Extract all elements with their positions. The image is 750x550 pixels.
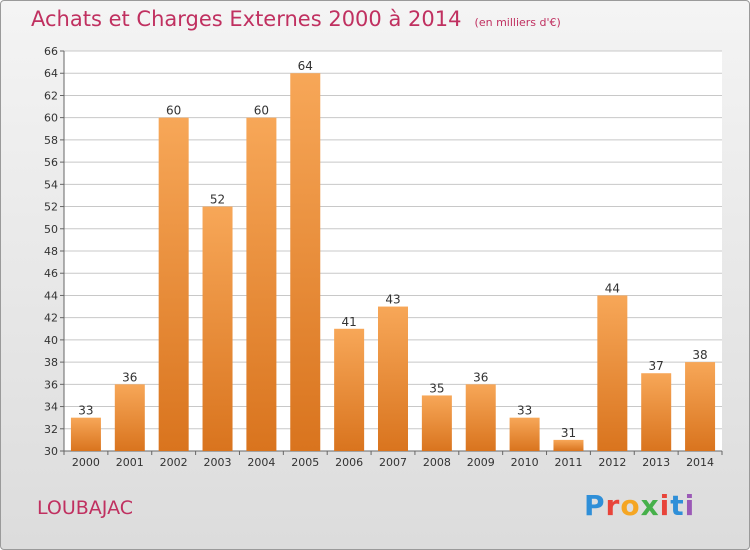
y-tick-label: 52: [44, 201, 58, 214]
x-tick-label: 2014: [686, 456, 714, 469]
bar: [685, 362, 716, 451]
y-tick-label: 48: [44, 245, 58, 258]
bar-value-label: 60: [254, 104, 269, 118]
bar-value-label: 36: [473, 370, 488, 384]
x-tick-label: 2013: [642, 456, 670, 469]
chart-title: Achats et Charges Externes 2000 à 2014: [31, 7, 462, 31]
bar: [553, 439, 584, 451]
logo-letter: i: [659, 489, 671, 522]
y-tick-label: 56: [44, 156, 58, 169]
bar-value-label: 37: [649, 359, 664, 373]
x-tick-label: 2001: [116, 456, 144, 469]
y-tick-label: 38: [44, 356, 58, 369]
bar-value-label: 38: [692, 348, 707, 362]
bar-value-label: 33: [517, 404, 532, 418]
bar: [641, 373, 672, 451]
y-tick-label: 50: [44, 223, 58, 236]
x-tick-label: 2002: [160, 456, 188, 469]
logo-letter: x: [640, 489, 660, 522]
logo-letter: i: [684, 489, 696, 522]
x-tick-label: 2007: [379, 456, 407, 469]
bar: [597, 295, 628, 451]
bar: [158, 117, 189, 452]
bar: [202, 206, 233, 451]
y-tick-label: 34: [44, 401, 58, 414]
x-tick-label: 2004: [247, 456, 275, 469]
bar-value-label: 31: [561, 426, 576, 440]
x-tick-label: 2008: [423, 456, 451, 469]
x-tick-label: 2012: [598, 456, 626, 469]
x-tick-label: 2003: [204, 456, 232, 469]
y-tick-label: 30: [44, 445, 58, 458]
bar: [70, 417, 101, 451]
logo-letter: o: [620, 489, 641, 522]
x-tick-label: 2009: [467, 456, 495, 469]
chart-subtitle: (en milliers d'€): [474, 16, 561, 29]
bar-value-label: 52: [210, 193, 225, 207]
x-tick-label: 2010: [511, 456, 539, 469]
bar-value-label: 36: [122, 370, 137, 384]
bar: [290, 73, 321, 451]
y-tick-label: 32: [44, 423, 58, 436]
bar-value-label: 44: [605, 281, 620, 295]
bar-value-label: 64: [298, 59, 313, 73]
bar: [509, 417, 540, 451]
y-tick-label: 60: [44, 112, 58, 125]
y-tick-label: 36: [44, 378, 58, 391]
y-tick-label: 54: [44, 178, 58, 191]
bar-value-label: 60: [166, 104, 181, 118]
bar: [334, 328, 365, 451]
bar-value-label: 35: [429, 381, 444, 395]
logo-letter: P: [584, 489, 606, 522]
y-tick-label: 66: [44, 45, 58, 58]
bar: [465, 384, 496, 451]
y-tick-label: 58: [44, 134, 58, 147]
bar-value-label: 43: [385, 293, 400, 307]
chart-title-block: Achats et Charges Externes 2000 à 2014 (…: [31, 7, 561, 31]
y-tick-label: 46: [44, 267, 58, 280]
x-tick-label: 2000: [72, 456, 100, 469]
commune-name: LOUBAJAC: [37, 497, 134, 519]
y-tick-label: 64: [44, 67, 58, 80]
logo-letter: r: [605, 489, 621, 522]
x-tick-label: 2006: [335, 456, 363, 469]
logo-letter: t: [670, 489, 685, 522]
bar-value-label: 41: [341, 315, 356, 329]
bar: [246, 117, 277, 452]
x-tick-label: 2011: [554, 456, 582, 469]
proxiti-logo: Proxiti: [584, 489, 695, 522]
x-tick-label: 2005: [291, 456, 319, 469]
y-tick-label: 44: [44, 289, 58, 302]
bar-value-label: 33: [78, 404, 93, 418]
bar: [114, 384, 145, 451]
y-tick-label: 42: [44, 312, 58, 325]
y-tick-label: 40: [44, 334, 58, 347]
bar: [421, 395, 452, 451]
y-tick-label: 62: [44, 89, 58, 102]
bar: [378, 306, 408, 451]
